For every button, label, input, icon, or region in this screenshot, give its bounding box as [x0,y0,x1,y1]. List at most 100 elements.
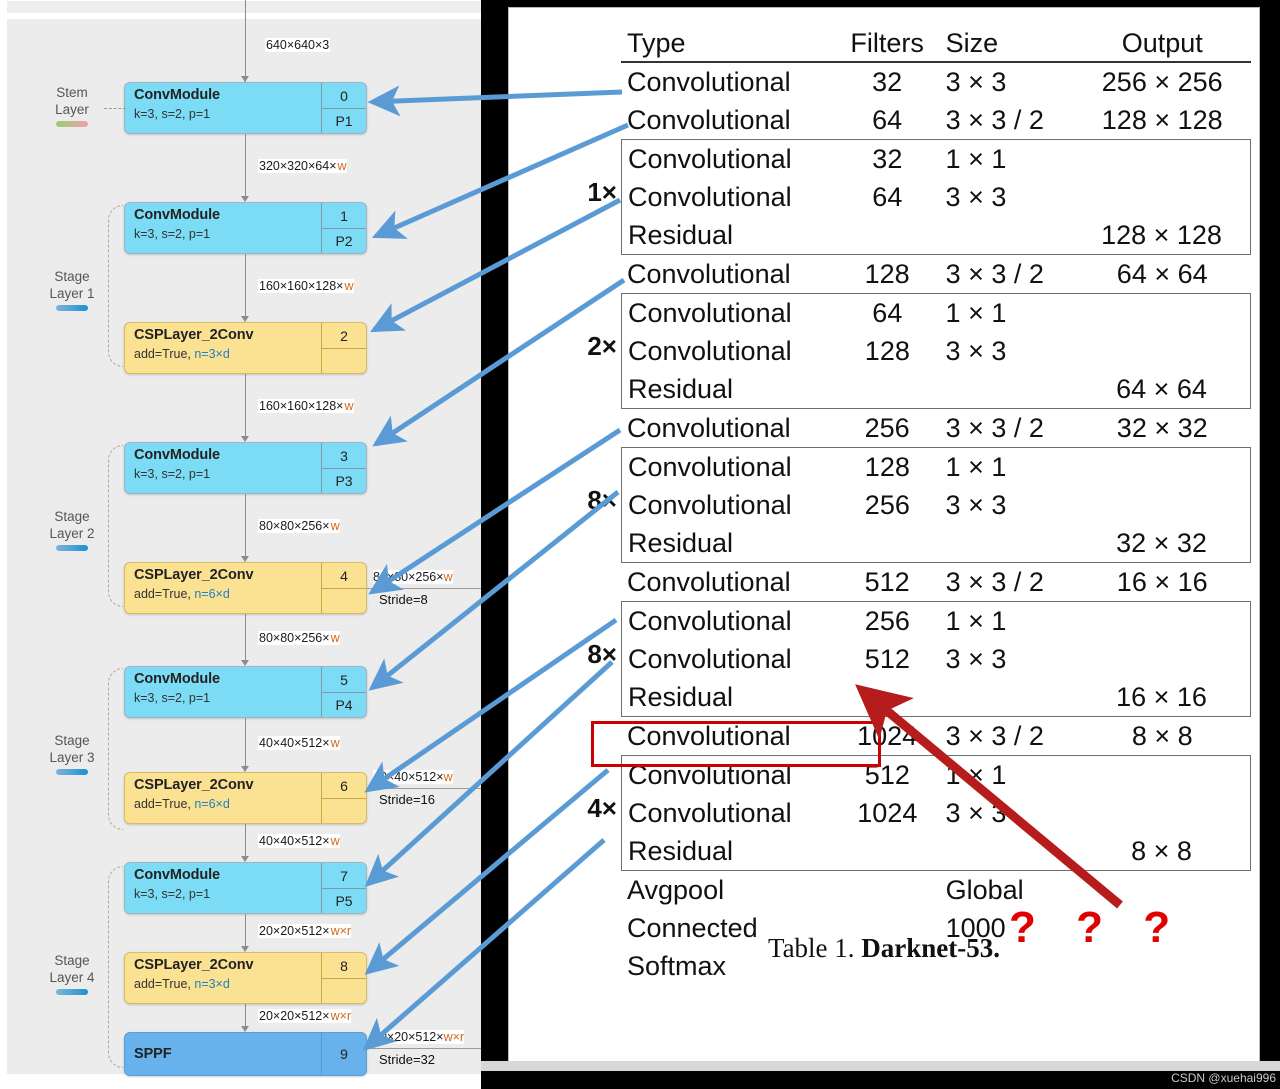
cell-filters: 512 [864,644,910,674]
flow-connector [245,0,246,82]
cell-size: 1 × 1 [945,452,1007,482]
cell-size: 3 × 3 / 2 [945,721,1044,751]
cell-size: 3 × 3 / 2 [945,567,1044,597]
node-subtitle-highlight: n=3×d [194,347,230,361]
node-title: ConvModule [134,207,220,223]
table-row: Convolutional 128 1 × 1 [622,448,1250,486]
cell-size: 3 × 3 [945,336,1007,366]
cell-type: Convolutional [627,105,791,135]
cell-type: Residual [628,528,734,558]
group-label-line2: Layer 2 [49,526,95,541]
cell-filters: 32 [872,144,903,174]
repeat-block: Convolutional 128 1 × 1 Convolutional 256 3 ×… [587,447,1251,563]
group-brace [108,205,123,367]
repeat-multiplier: 2× [587,331,617,361]
cell-filters [835,370,939,408]
cell-size: 3 × 3 / 2 [945,105,1044,135]
node-index-badge: 8 [321,953,366,978]
cell-filters: 256 [864,606,910,636]
group-color-swatch [56,305,88,311]
node-subtitle: add=True, n=6×d [134,587,230,601]
cell-size: 3 × 3 [945,67,1007,97]
node-9[interactable]: SPPF 9 [124,1032,367,1076]
cell-type: Convolutional [628,144,792,174]
cell-type: Convolutional [627,413,791,443]
node-8[interactable]: CSPLayer_2Conv add=True, n=3×d 8 [124,952,367,1004]
table-row: Convolutional 256 1 × 1 [622,602,1250,640]
node-1[interactable]: ConvModule k=3, s=2, p=1 1 P2 [124,202,367,254]
caption-title: Darknet-53. [861,933,1001,963]
group-label-line2: Layer [55,102,89,117]
repeat-block: Convolutional 512 1 × 1 Convolutional 1024 3 … [587,755,1251,871]
node-index-badge: 1 [321,203,366,228]
node-body: CSPLayer_2Conv add=True, n=6×d [125,773,321,823]
cell-filters: 64 [872,298,903,328]
cell-size [940,524,1073,562]
cell-output: 64 × 64 [1116,374,1207,404]
node-title: SPPF [134,1046,172,1062]
header-filters: Filters [850,28,924,58]
tensor-shape-label: 80×80×256×w [258,631,340,645]
flow-connector [245,824,246,856]
cell-output [1073,178,1250,216]
cell-filters: 512 [864,567,910,597]
table-row: Convolutional 64 3 × 3 [622,178,1250,216]
repeat-block-border: Convolutional 256 1 × 1 Convolutional 512 3 ×… [621,601,1251,717]
node-index-badge: 3 [321,443,366,468]
repeat-block-border: Convolutional 512 1 × 1 Convolutional 1024 3 … [621,755,1251,871]
node-subtitle: add=True, n=3×d [134,347,230,361]
flow-connector [245,614,246,660]
flow-arrowhead [241,1026,249,1032]
node-body: ConvModule k=3, s=2, p=1 [125,83,321,133]
cell-output: 8 × 8 [1131,721,1193,751]
watermark-label: CSDN @xuehai996 [1171,1071,1276,1085]
node-subtitle: add=True, n=6×d [134,797,230,811]
node-0[interactable]: ConvModule k=3, s=2, p=1 0 P1 [124,82,367,134]
table-row: Convolutional 64 1 × 1 [622,294,1250,332]
table-row: Convolutional 32 1 × 1 [622,140,1250,178]
node-5[interactable]: ConvModule k=3, s=2, p=1 5 P4 [124,666,367,718]
node-7[interactable]: ConvModule k=3, s=2, p=1 7 P5 [124,862,367,914]
table-row: Convolutional 512 3 × 3 [622,640,1250,678]
flow-arrowhead [241,766,249,772]
flow-connector [245,134,246,196]
node-body: ConvModule k=3, s=2, p=1 [125,443,321,493]
tensor-shape-label: 20×20×512×w×r [258,1009,352,1023]
node-3[interactable]: ConvModule k=3, s=2, p=1 3 P3 [124,442,367,494]
repeat-block: Convolutional 64 1 × 1 Convolutional 128 3 × … [587,293,1251,409]
group-color-swatch [56,121,88,127]
tensor-shape-label: 40×40×512×w [258,834,340,848]
cell-type: Convolutional [628,336,792,366]
table-row: Convolutional 1024 3 × 3 [622,794,1250,832]
cell-filters: 256 [864,413,910,443]
node-2[interactable]: CSPLayer_2Conv add=True, n=3×d 2 [124,322,367,374]
table-row: Residual 32 × 32 [622,524,1250,562]
node-6[interactable]: CSPLayer_2Conv add=True, n=6×d 6 [124,772,367,824]
node-title: ConvModule [134,87,220,103]
node-4[interactable]: CSPLayer_2Conv add=True, n=6×d 4 [124,562,367,614]
stride-label: Stride=16 [379,792,436,807]
flow-arrowhead [241,856,249,862]
bottom-gray-bar [481,1061,1280,1071]
cell-type: Softmax [627,951,727,981]
node-subtitle-highlight: n=6×d [194,797,230,811]
table-row: Convolutional 32 3 × 3 256 × 256 [621,63,1251,101]
tensor-shape-label: 80×80×256×w [258,519,340,533]
node-subtitle: k=3, s=2, p=1 [134,227,211,241]
node-body: CSPLayer_2Conv add=True, n=3×d [125,953,321,1003]
group-label-3: Stage Layer 3 [36,732,108,775]
table-row: Convolutional 128 3 × 3 / 2 64 × 64 [621,255,1251,293]
node-pyramid-badge [321,348,366,373]
cell-size: 3 × 3 [945,644,1007,674]
cell-type: Convolutional [628,182,792,212]
table-row: Residual 128 × 128 [622,216,1250,254]
node-index-badge: 6 [321,773,366,798]
scale-factor-label: w [344,279,354,293]
flow-connector [245,494,246,556]
cell-output [1073,140,1250,178]
cell-filters: 1024 [857,798,918,828]
caption-prefix: Table 1. [767,933,862,963]
node-pyramid-badge: P2 [321,228,366,253]
repeat-multiplier: 1× [587,177,617,207]
group-label-1: Stage Layer 1 [36,268,108,311]
